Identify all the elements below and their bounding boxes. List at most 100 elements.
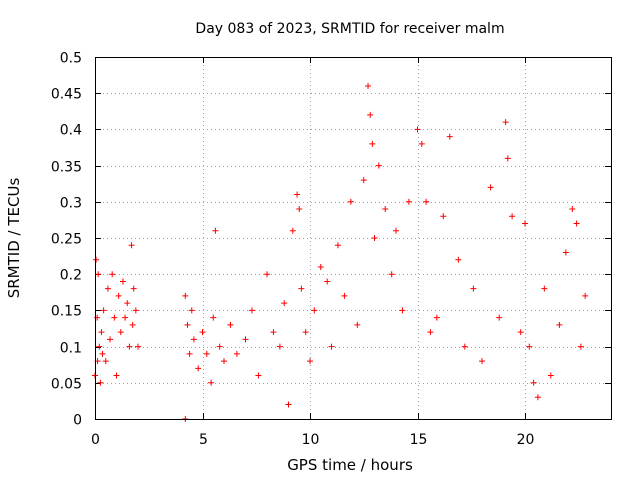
data-point bbox=[504, 155, 511, 162]
data-point bbox=[547, 372, 554, 379]
data-point bbox=[440, 213, 447, 220]
data-point bbox=[96, 343, 103, 350]
y-tick-label: 0.15 bbox=[51, 304, 82, 320]
data-point bbox=[130, 285, 137, 292]
data-point bbox=[264, 271, 270, 278]
data-point bbox=[195, 365, 202, 372]
data-point bbox=[184, 321, 191, 328]
x-tick-label: 5 bbox=[199, 432, 208, 448]
data-point bbox=[276, 343, 283, 350]
x-tick-label: 0 bbox=[91, 432, 100, 448]
data-point bbox=[98, 329, 105, 336]
x-tick-label: 20 bbox=[517, 432, 535, 448]
data-point bbox=[233, 350, 240, 357]
y-tick-label: 0.5 bbox=[60, 51, 82, 67]
data-point bbox=[270, 329, 277, 336]
data-point bbox=[115, 292, 122, 299]
data-point bbox=[97, 379, 104, 386]
data-point bbox=[212, 227, 219, 234]
y-tick-label: 0.1 bbox=[60, 341, 82, 357]
plot-frame bbox=[95, 57, 612, 420]
data-point bbox=[367, 111, 374, 118]
data-point bbox=[414, 126, 421, 133]
data-point bbox=[365, 82, 372, 89]
data-point bbox=[93, 256, 100, 263]
data-point bbox=[433, 314, 440, 321]
data-point bbox=[375, 162, 382, 169]
data-point bbox=[113, 372, 120, 379]
data-point bbox=[317, 263, 324, 270]
data-point bbox=[341, 292, 348, 299]
data-point bbox=[119, 278, 126, 285]
x-tick-label: 10 bbox=[302, 432, 320, 448]
data-point bbox=[132, 307, 139, 314]
data-point bbox=[281, 300, 288, 307]
y-tick-labels: 0 0.05 0.1 0.15 0.2 0.25 0.3 0.35 0.4 0.45 0.5 bbox=[51, 51, 82, 429]
data-point bbox=[534, 394, 541, 401]
y-tick-label: 0.35 bbox=[51, 160, 82, 176]
data-point bbox=[522, 220, 528, 227]
data-point bbox=[188, 307, 195, 314]
data-point bbox=[307, 358, 313, 365]
data-point bbox=[502, 119, 509, 126]
data-point bbox=[216, 343, 223, 350]
data-point bbox=[298, 285, 305, 292]
data-point bbox=[399, 307, 406, 314]
data-point bbox=[135, 343, 141, 350]
data-point bbox=[446, 133, 453, 140]
data-point bbox=[289, 227, 296, 234]
data-point bbox=[186, 350, 193, 357]
data-point bbox=[517, 329, 524, 336]
data-point bbox=[541, 285, 548, 292]
data-point bbox=[530, 379, 537, 386]
y-tick-label: 0.3 bbox=[60, 196, 82, 212]
data-point bbox=[104, 285, 111, 292]
data-point bbox=[296, 206, 303, 213]
data-point bbox=[126, 343, 133, 350]
data-point bbox=[324, 278, 331, 285]
data-point bbox=[382, 206, 389, 213]
data-point bbox=[210, 314, 217, 321]
data-point bbox=[573, 220, 580, 227]
data-point bbox=[427, 329, 434, 336]
data-point bbox=[242, 336, 249, 343]
data-point bbox=[95, 271, 102, 278]
data-point bbox=[360, 177, 367, 184]
data-point bbox=[461, 343, 468, 350]
data-point bbox=[388, 271, 395, 278]
y-tick-label: 0.2 bbox=[60, 268, 82, 284]
data-point bbox=[423, 198, 430, 205]
data-point bbox=[347, 198, 354, 205]
data-point bbox=[99, 350, 106, 357]
x-tick-label: 15 bbox=[410, 432, 428, 448]
data-points bbox=[92, 82, 589, 422]
data-point bbox=[190, 336, 197, 343]
data-point bbox=[509, 213, 516, 220]
y-axis-title: SRMTID / TECUs bbox=[5, 178, 23, 299]
data-point bbox=[122, 314, 129, 321]
data-point bbox=[128, 242, 135, 249]
data-point bbox=[455, 256, 462, 263]
data-point bbox=[526, 343, 533, 350]
data-point bbox=[369, 140, 376, 147]
data-point bbox=[221, 358, 227, 365]
x-tick-labels: 0 5 10 15 20 bbox=[91, 432, 534, 448]
data-point bbox=[556, 321, 563, 328]
data-point bbox=[487, 184, 494, 191]
data-point bbox=[328, 343, 335, 350]
data-point bbox=[182, 292, 189, 299]
data-point bbox=[371, 235, 378, 241]
data-point bbox=[393, 227, 399, 234]
data-point bbox=[102, 358, 109, 365]
axis-ticks bbox=[95, 57, 611, 420]
data-point bbox=[227, 321, 234, 328]
y-tick-label: 0.25 bbox=[51, 232, 82, 248]
data-point bbox=[569, 206, 576, 213]
data-point bbox=[285, 401, 292, 408]
data-point bbox=[129, 321, 136, 328]
data-point bbox=[418, 140, 425, 147]
grid-lines bbox=[95, 57, 611, 419]
data-point bbox=[405, 198, 412, 205]
data-point bbox=[208, 379, 215, 386]
